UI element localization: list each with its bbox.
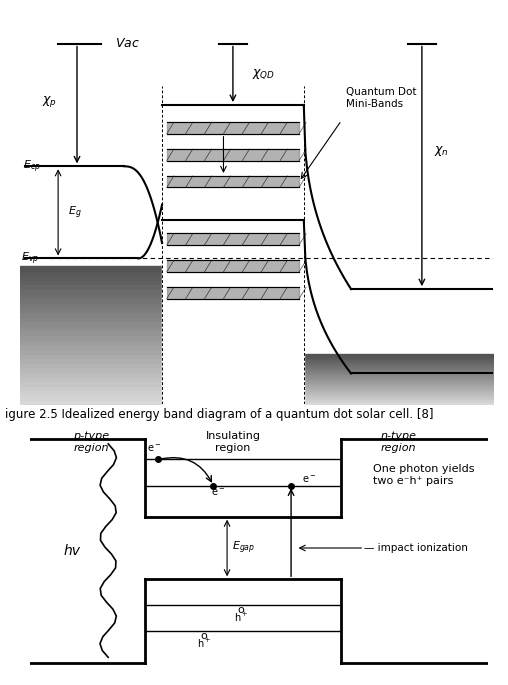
Text: $\chi_{QD}$: $\chi_{QD}$: [252, 67, 275, 81]
Text: One photon yields
two e⁻h⁺ pairs: One photon yields two e⁻h⁺ pairs: [373, 464, 475, 486]
Text: e$^-$: e$^-$: [302, 474, 316, 485]
Text: o: o: [237, 605, 244, 615]
Text: $\chi_p$: $\chi_p$: [42, 94, 57, 109]
Text: h$^+$: h$^+$: [234, 611, 248, 624]
Text: p-type
region: p-type region: [73, 431, 109, 453]
Text: e$^-$: e$^-$: [147, 443, 161, 453]
Text: — impact ionization: — impact ionization: [364, 543, 468, 553]
Text: Quantum Dot
Mini-Bands: Quantum Dot Mini-Bands: [346, 87, 417, 109]
Text: $Vac$: $Vac$: [115, 37, 140, 50]
Text: $E_g$: $E_g$: [68, 204, 81, 221]
Text: n-type
region: n-type region: [380, 431, 416, 453]
Text: hv: hv: [63, 544, 80, 558]
Text: $\chi_n$: $\chi_n$: [434, 144, 449, 158]
Text: o: o: [201, 631, 208, 641]
Text: $E_{cp}$: $E_{cp}$: [23, 158, 41, 175]
Text: $E_{gap}$: $E_{gap}$: [232, 540, 255, 556]
Text: $E_{vp}$: $E_{vp}$: [21, 250, 40, 266]
Text: Insulating
region: Insulating region: [205, 431, 261, 453]
Text: e$^-$: e$^-$: [211, 487, 225, 498]
Text: h$^+$: h$^+$: [197, 637, 211, 650]
Text: igure 2.5 Idealized energy band diagram of a quantum dot solar cell. [8]: igure 2.5 Idealized energy band diagram …: [5, 408, 434, 421]
